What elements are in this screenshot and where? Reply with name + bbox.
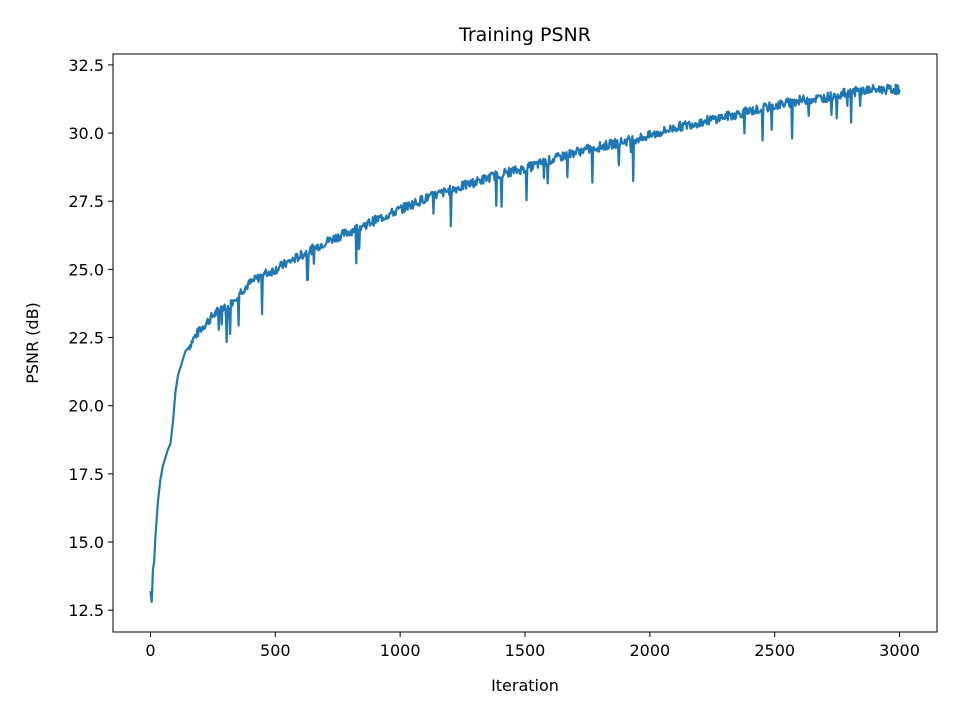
y-tick-label: 25.0 xyxy=(68,260,104,279)
x-tick-label: 2500 xyxy=(754,641,795,660)
chart-title: Training PSNR xyxy=(458,24,591,46)
y-tick-label: 17.5 xyxy=(68,465,104,484)
y-tick-label: 15.0 xyxy=(68,533,104,552)
y-tick-label: 12.5 xyxy=(68,601,104,620)
y-tick-label: 22.5 xyxy=(68,329,104,348)
y-tick-label: 20.0 xyxy=(68,397,104,416)
y-axis-ticks: 12.5 15.0 17.5 20.0 22.5 25.0 27.5 30.0 32.5 xyxy=(68,56,113,620)
x-tick-label: 500 xyxy=(260,641,291,660)
x-tick-label: 1000 xyxy=(380,641,421,660)
series-line xyxy=(149,83,901,604)
x-tick-label: 3000 xyxy=(879,641,920,660)
x-axis-ticks: 0 500 1000 1500 2000 2500 3000 xyxy=(145,632,920,660)
y-axis-label: PSNR (dB) xyxy=(23,302,42,384)
x-tick-label: 0 xyxy=(145,641,155,660)
y-tick-label: 32.5 xyxy=(68,56,104,75)
x-axis-label: Iteration xyxy=(491,676,559,695)
y-tick-label: 27.5 xyxy=(68,192,104,211)
x-tick-label: 2000 xyxy=(629,641,670,660)
y-tick-label: 30.0 xyxy=(68,124,104,143)
plot-area xyxy=(149,83,901,604)
x-tick-label: 1500 xyxy=(505,641,546,660)
